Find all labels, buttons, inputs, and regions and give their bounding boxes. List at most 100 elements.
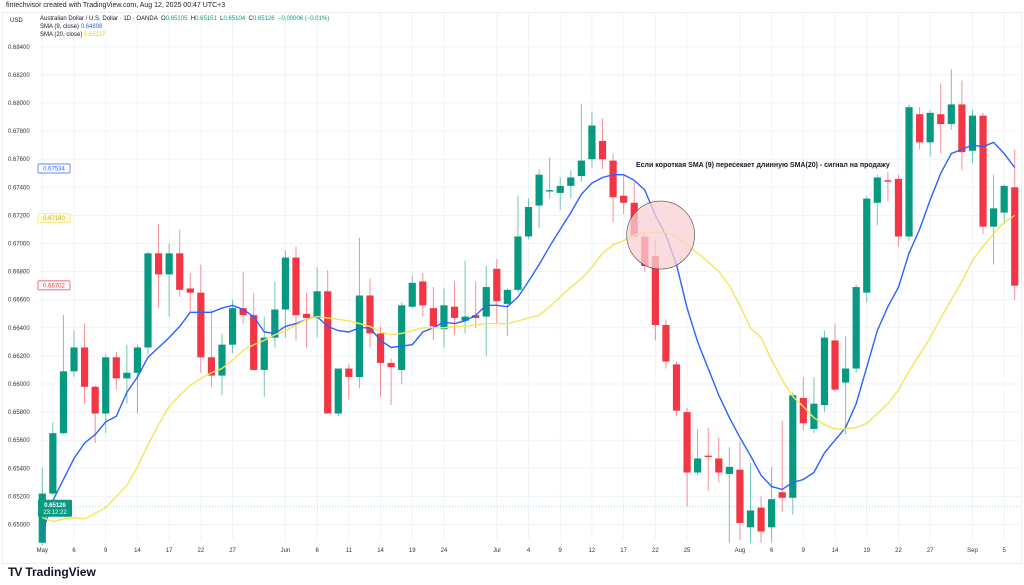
candle-body [746,510,755,528]
candle [112,351,120,390]
candle-body [398,305,406,370]
candle-body [937,114,945,125]
candle [609,153,617,223]
x-tick-label: Jun [281,548,291,554]
candle [271,281,279,348]
candle [440,288,448,348]
candle-body [176,253,184,290]
candle-body [535,174,543,206]
x-tick-label: 22 [652,548,659,554]
candle-body [376,333,385,363]
close-label: C [248,16,253,22]
candle [503,288,511,337]
x-tick-label: 9 [104,548,108,554]
x-tick-label: 17 [620,548,627,554]
candle [757,496,765,543]
candle-body [683,412,691,473]
annotation-text: Если короткая SMA (9) пересекает длинную… [636,162,890,169]
candle-body [207,357,216,376]
close-value: 0.65126 [252,16,275,22]
candle [133,344,142,414]
candle [123,344,131,404]
candle [228,299,237,354]
candle-body [123,372,131,379]
candle [250,292,258,370]
candle-body [926,112,934,143]
candle [694,428,702,476]
candle [91,385,99,444]
candle-body [334,368,342,414]
candle-body [186,288,194,293]
x-tick-label: Jul [493,548,501,554]
candle [281,250,290,338]
candle [366,278,374,348]
y-tick-label: 0.65000 [8,523,30,529]
symbol-row: Australian Dollar / U.S. Dollar · 1D · O… [40,15,329,23]
candle [207,309,216,387]
candle-body [91,386,99,414]
candle [1011,149,1019,300]
y-tick-label: 0.67800 [8,129,30,135]
tradingview-logo[interactable]: TV TradingView [8,565,96,579]
candle-body [958,104,966,153]
sma20-price-tag-text: 0.67180 [43,216,65,222]
candle [546,157,554,199]
x-tick-label: 27 [927,548,934,554]
candle-body [662,324,670,362]
x-tick-label: 17 [166,548,173,554]
candle-body [461,316,469,321]
y-tick-label: 0.67200 [8,213,30,219]
candle-body [831,340,839,390]
candle-body [503,289,511,304]
candle [863,195,871,303]
y-tick-label: 0.65600 [8,438,30,444]
x-tick-label: 14 [134,548,141,554]
candle-body [672,364,681,411]
candle-body [482,287,490,317]
candle [937,83,945,154]
candle-body [588,125,596,160]
candle-body [281,257,290,310]
candle [514,195,522,293]
candle [260,316,268,397]
candle [70,330,78,377]
sma9-line [41,141,1016,534]
candle-body [609,160,617,198]
candle [588,111,596,168]
x-tick-label: 27 [229,548,236,554]
last-price-tag-box [37,280,71,291]
sma9-legend[interactable]: SMA (9, close) 0.64898 [40,23,329,31]
candle [715,437,723,483]
candle [567,170,575,199]
candle-body [429,308,437,327]
candle-body [852,287,860,369]
symbol-title[interactable]: Australian Dollar / U.S. Dollar · 1D · O… [40,16,158,22]
candle [768,466,776,543]
sma20-legend[interactable]: SMA (20, close) 0.65117 [40,31,329,39]
candle [387,358,395,406]
candle-body [598,140,607,160]
candle [979,112,987,234]
candle-body [715,458,723,473]
candle [778,420,786,512]
y-tick-label: 0.66800 [8,270,30,276]
candle-body [990,208,998,227]
candle [334,368,342,417]
candle-body [546,190,554,192]
candle [535,169,543,229]
y-tick-label: 0.65200 [8,494,30,500]
candle [376,326,385,397]
candle [472,281,480,328]
candle-body [1000,185,1008,213]
candle [102,354,110,434]
candle-body [112,357,120,379]
candle-body [302,313,311,318]
sma9-price-tag-box [37,163,71,174]
crossover-highlight-circle [626,200,695,270]
candle-body [799,398,807,424]
brand-name: TradingView [25,565,96,579]
candle-body [524,206,533,237]
candle [873,174,881,226]
